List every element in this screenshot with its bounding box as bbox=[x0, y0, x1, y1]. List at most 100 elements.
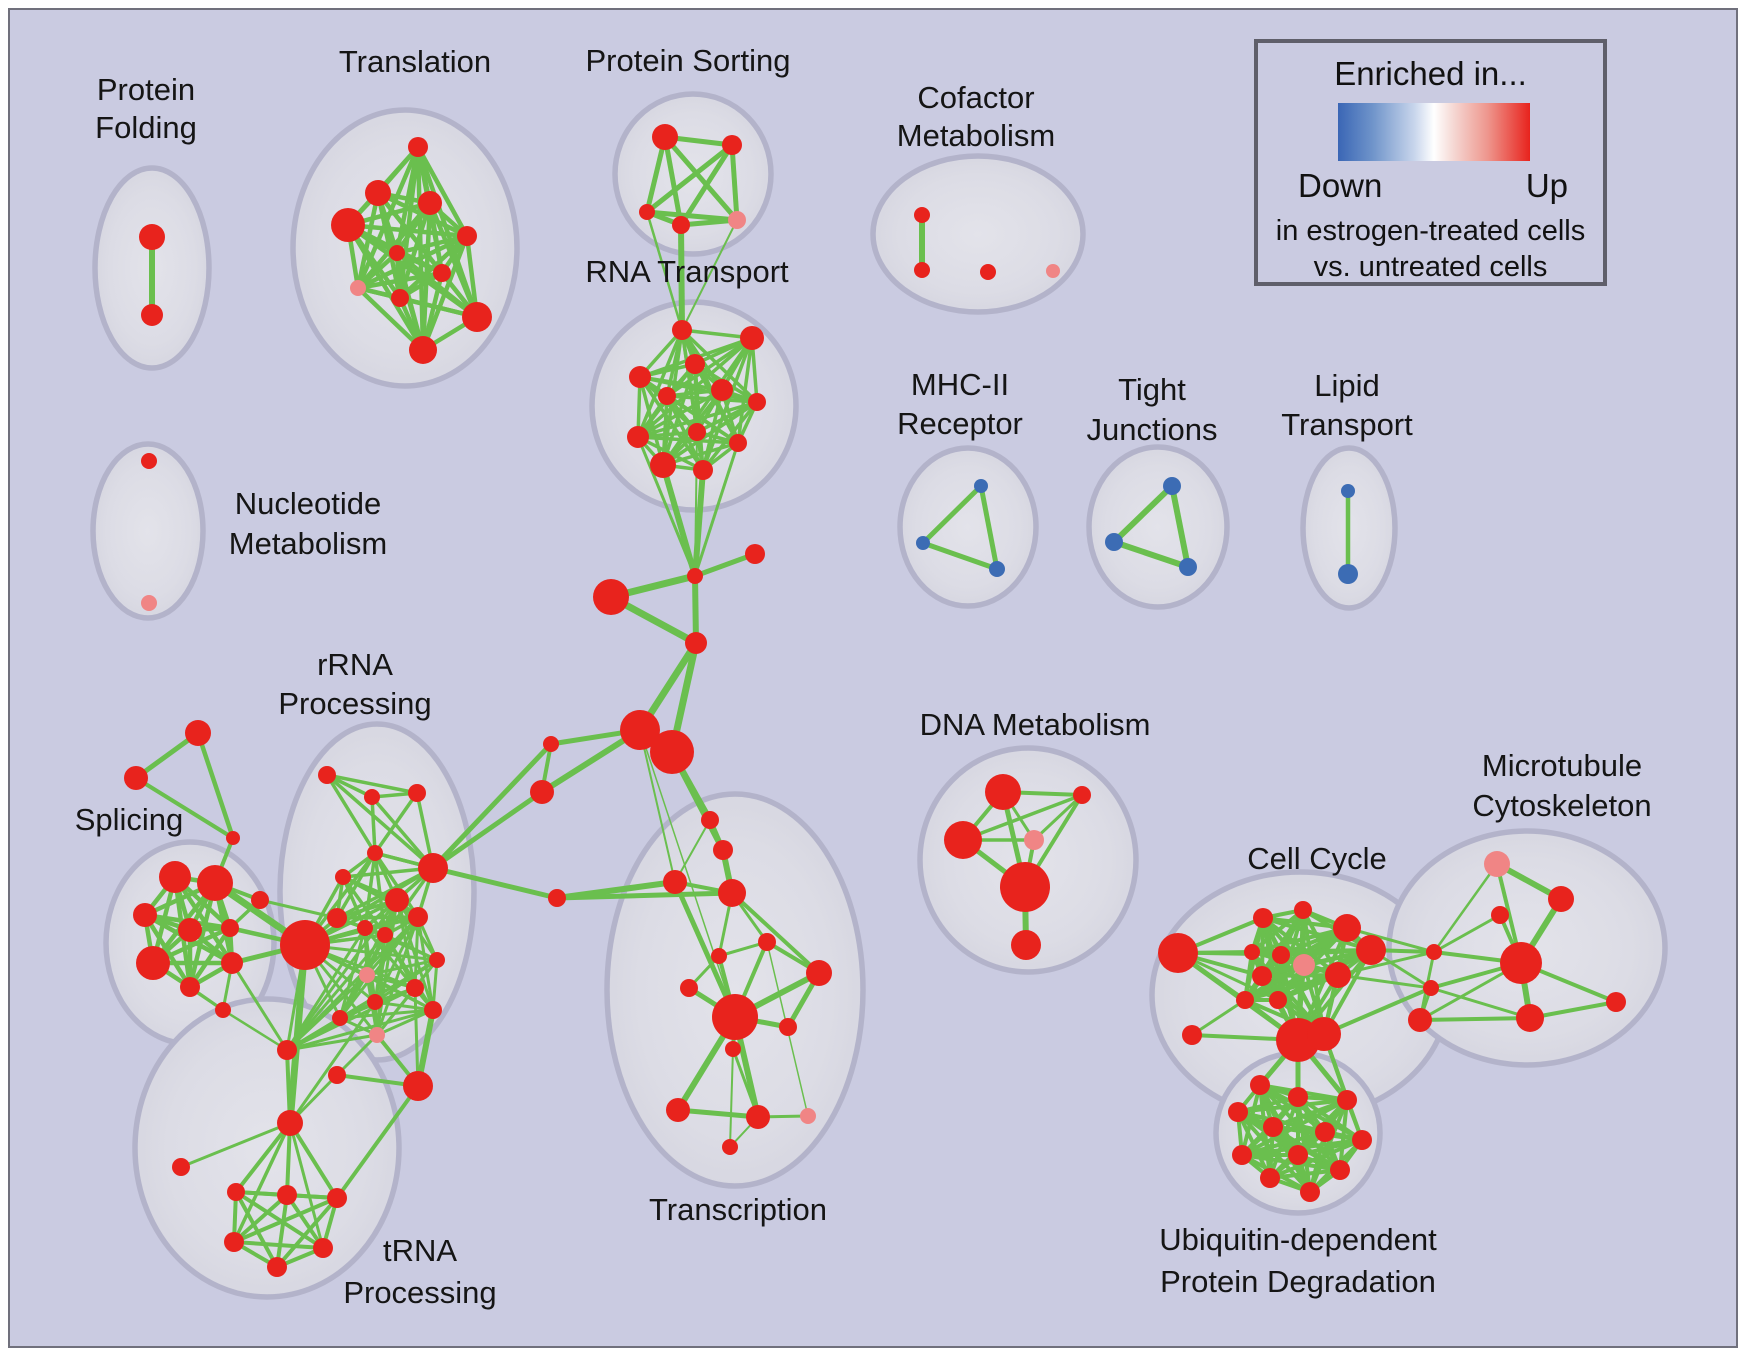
gene-set-node-x12 bbox=[666, 1098, 690, 1122]
gene-set-node-c6 bbox=[650, 730, 694, 774]
cluster-label-splicing: Splicing bbox=[75, 802, 184, 837]
gene-set-node-r7 bbox=[385, 888, 409, 912]
gene-set-node-cc10 bbox=[1325, 962, 1351, 988]
network-edge bbox=[1111, 483, 1175, 545]
gene-set-node-c7 bbox=[543, 736, 559, 752]
gene-set-node-x7 bbox=[680, 979, 698, 997]
gene-set-node-mh2 bbox=[916, 536, 930, 550]
gene-set-node-u5 bbox=[1263, 1117, 1283, 1137]
gene-set-node-mc2 bbox=[1423, 980, 1439, 996]
network-edge bbox=[681, 219, 738, 331]
gene-set-node-rt4 bbox=[629, 366, 651, 388]
gene-set-node-t1 bbox=[408, 137, 428, 157]
network-edge bbox=[1280, 948, 1372, 957]
network-edge bbox=[413, 987, 420, 1087]
gene-set-node-u9 bbox=[1288, 1145, 1308, 1165]
network-edge bbox=[637, 388, 723, 439]
network-edge bbox=[1337, 973, 1432, 990]
network-edge bbox=[1269, 1168, 1341, 1180]
gene-set-node-cc3 bbox=[1333, 914, 1361, 942]
network-edge bbox=[662, 400, 758, 467]
network-edge bbox=[680, 217, 738, 228]
network-edge bbox=[432, 865, 558, 901]
cluster-label-lipid-transport: Lipid bbox=[1314, 368, 1380, 403]
network-edge bbox=[234, 1191, 279, 1268]
gene-set-node-m2 bbox=[1548, 886, 1574, 912]
cluster-ellipse-mhc-ii-receptor bbox=[897, 445, 1039, 609]
gene-set-node-s8 bbox=[221, 952, 243, 974]
gene-set-node-r20 bbox=[277, 1040, 297, 1060]
cluster-label-nucleotide-metabolism: Metabolism bbox=[229, 526, 388, 561]
gene-set-node-td bbox=[224, 1232, 244, 1252]
gene-set-node-r15 bbox=[406, 979, 424, 997]
cluster-label-cofactor-metabolism: Cofactor bbox=[917, 80, 1034, 115]
network-edge bbox=[173, 875, 234, 965]
network-edge bbox=[1169, 485, 1191, 568]
network-edge bbox=[356, 201, 432, 290]
cluster-label-protein-folding: Protein bbox=[97, 72, 195, 107]
gene-set-node-ps2 bbox=[722, 135, 742, 155]
gene-set-node-ps3 bbox=[639, 204, 655, 220]
network-edge bbox=[275, 1196, 339, 1269]
network-edge bbox=[134, 776, 235, 840]
network-edge bbox=[646, 209, 738, 223]
gene-set-node-t2 bbox=[331, 208, 365, 242]
gene-set-node-t11 bbox=[409, 336, 437, 364]
gene-set-node-cc6 bbox=[1272, 946, 1290, 964]
network-edge bbox=[678, 143, 735, 227]
network-edge bbox=[1250, 908, 1305, 954]
network-edge bbox=[672, 880, 738, 1019]
network-edge bbox=[1323, 986, 1432, 1036]
gene-set-node-rt1 bbox=[672, 320, 692, 340]
gene-set-node-x9 bbox=[712, 994, 758, 1040]
network-edge bbox=[1430, 986, 1531, 1020]
network-edge bbox=[1032, 793, 1084, 842]
network-edge bbox=[232, 1122, 292, 1243]
gene-set-node-c9 bbox=[548, 889, 566, 907]
cluster-label-rna-transport: RNA Transport bbox=[585, 254, 789, 289]
network-edge bbox=[637, 435, 704, 472]
gene-set-node-x1 bbox=[701, 811, 719, 829]
gene-set-node-s6 bbox=[251, 891, 269, 909]
gene-set-node-ps1 bbox=[652, 124, 678, 150]
network-edge bbox=[234, 1190, 325, 1250]
gene-set-node-rt12 bbox=[693, 460, 713, 480]
network-edge bbox=[638, 376, 665, 466]
cluster-ellipse-tight-junctions bbox=[1086, 444, 1230, 610]
network-edge bbox=[335, 1033, 379, 1077]
cluster-label-mhc-ii-receptor: MHC-II bbox=[911, 367, 1009, 402]
cluster-label-protein-folding: Folding bbox=[95, 110, 197, 145]
gene-set-node-d2 bbox=[1073, 786, 1091, 804]
gene-set-node-rt8 bbox=[688, 423, 706, 441]
gene-set-node-x15 bbox=[722, 1139, 738, 1155]
network-edge bbox=[370, 796, 377, 854]
gene-set-node-tj1 bbox=[1163, 477, 1181, 495]
network-edge bbox=[730, 891, 821, 975]
network-edge bbox=[693, 442, 740, 577]
gene-set-node-x6 bbox=[711, 948, 727, 964]
gene-set-node-t4 bbox=[418, 191, 442, 215]
network-edge bbox=[285, 1193, 325, 1250]
network-edge bbox=[666, 394, 758, 404]
gene-set-node-u8 bbox=[1232, 1145, 1252, 1165]
gene-set-node-ccc bbox=[1158, 933, 1198, 973]
gene-set-node-cc5 bbox=[1244, 944, 1260, 960]
gene-set-node-ta bbox=[227, 1183, 245, 1201]
gene-set-node-r13 bbox=[359, 967, 375, 983]
gene-set-node-c8 bbox=[530, 780, 554, 804]
gene-set-node-cc2 bbox=[1294, 901, 1312, 919]
legend-gradient-bar bbox=[1338, 103, 1530, 161]
network-edge bbox=[636, 329, 684, 438]
network-edge bbox=[1241, 1130, 1326, 1157]
network-edge bbox=[286, 944, 309, 1124]
gene-set-node-u4 bbox=[1228, 1102, 1248, 1122]
network-edge bbox=[233, 1240, 324, 1250]
network-edge bbox=[692, 469, 706, 577]
network-edge bbox=[427, 202, 480, 318]
gene-set-node-cf2 bbox=[914, 262, 930, 278]
gene-set-node-cc1 bbox=[1253, 908, 1273, 928]
network-edge bbox=[729, 144, 740, 221]
gene-set-node-cc7 bbox=[1356, 935, 1386, 965]
gene-set-node-d3 bbox=[944, 821, 982, 859]
cluster-label-nucleotide-metabolism: Nucleotide bbox=[235, 486, 381, 521]
